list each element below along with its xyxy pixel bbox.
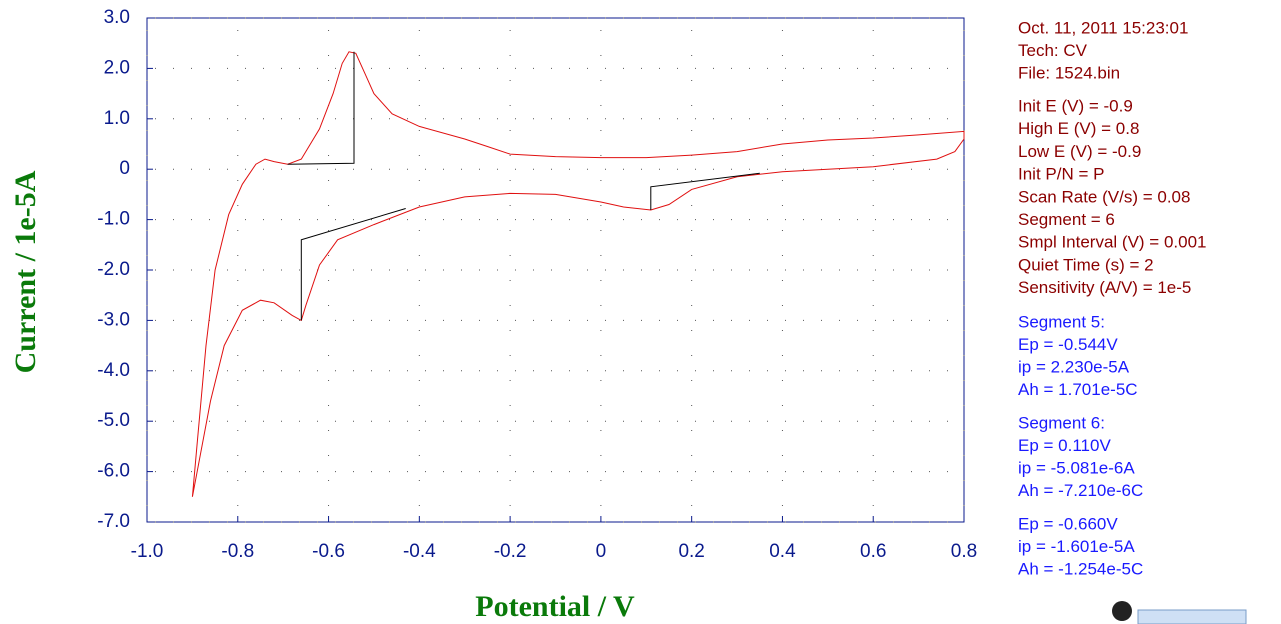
result-line: Ep = 0.110V	[1018, 436, 1111, 455]
curve	[650, 172, 760, 210]
result-line: Ep = -0.544V	[1018, 335, 1118, 354]
info-line: Smpl Interval (V) = 0.001	[1018, 233, 1207, 252]
x-tick-label: 0.6	[860, 541, 886, 562]
result-line: Segment 5:	[1018, 312, 1105, 331]
y-tick-label: -1.0	[97, 209, 130, 230]
info-line: Scan Rate (V/s) = 0.08	[1018, 187, 1190, 206]
info-line: High E (V) = 0.8	[1018, 119, 1139, 138]
curve	[300, 208, 406, 321]
y-tick-label: -4.0	[97, 360, 130, 381]
info-line: Init P/N = P	[1018, 165, 1104, 184]
x-tick-label: 0.2	[678, 541, 704, 562]
info-line: Low E (V) = -0.9	[1018, 142, 1141, 161]
tray-icon	[1112, 601, 1132, 621]
x-tick-label: 0	[596, 541, 607, 562]
info-line: Segment = 6	[1018, 210, 1115, 229]
y-tick-label: 1.0	[104, 108, 130, 129]
result-line: Ah = -7.210e-6C	[1018, 481, 1143, 500]
info-line: File: 1524.bin	[1018, 63, 1120, 82]
curve	[287, 51, 355, 165]
x-tick-label: -0.6	[312, 541, 345, 562]
info-line: Tech: CV	[1018, 41, 1088, 60]
y-tick-label: -5.0	[97, 410, 130, 431]
y-axis-title: Current / 1e-5A	[9, 170, 42, 373]
x-tick-label: 0.8	[951, 541, 977, 562]
plot-frame	[146, 17, 965, 523]
info-line: Sensitivity (A/V) = 1e-5	[1018, 278, 1191, 297]
y-tick-label: 3.0	[104, 7, 130, 28]
result-line: ip = -5.081e-6A	[1018, 458, 1135, 477]
y-tick-label: -2.0	[97, 259, 130, 280]
y-tick-label: -3.0	[97, 309, 130, 330]
x-tick-label: -0.8	[221, 541, 254, 562]
x-axis-title: Potential / V	[475, 590, 635, 623]
result-line: Ah = -1.254e-5C	[1018, 559, 1143, 578]
x-tick-label: -0.2	[494, 541, 527, 562]
y-tick-label: -7.0	[97, 511, 130, 532]
y-tick-label: -6.0	[97, 461, 130, 482]
y-tick-label: 0	[119, 158, 130, 179]
result-line: ip = -1.601e-5A	[1018, 537, 1135, 556]
info-line: Init E (V) = -0.9	[1018, 96, 1133, 115]
y-tick-label: 2.0	[104, 57, 130, 78]
info-line: Oct. 11, 2011 15:23:01	[1018, 18, 1188, 37]
taskbar-tray	[1112, 601, 1247, 624]
result-line: ip = 2.230e-5A	[1018, 357, 1130, 376]
result-line: Segment 6:	[1018, 413, 1105, 432]
result-line: Ep = -0.660V	[1018, 514, 1118, 533]
info-line: Quiet Time (s) = 2	[1018, 255, 1154, 274]
result-line: Ah = 1.701e-5C	[1018, 380, 1138, 399]
x-tick-label: -1.0	[131, 541, 164, 562]
x-tick-label: 0.4	[769, 541, 796, 562]
tray-bar	[1137, 609, 1247, 624]
curve	[191, 51, 965, 497]
x-tick-label: -0.4	[403, 541, 436, 562]
